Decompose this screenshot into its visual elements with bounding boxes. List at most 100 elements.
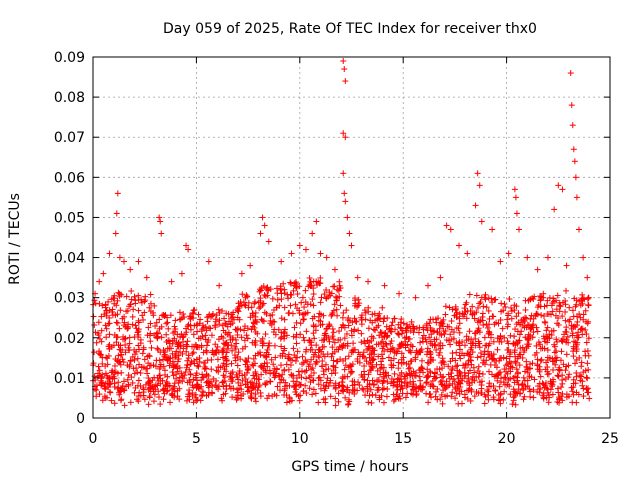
data-point xyxy=(559,338,566,345)
data-point xyxy=(96,300,103,307)
data-point xyxy=(583,374,590,381)
data-point-outlier xyxy=(544,254,551,261)
data-point xyxy=(508,304,515,311)
data-point xyxy=(109,367,116,374)
data-point xyxy=(112,356,119,363)
data-point xyxy=(323,286,330,293)
data-point xyxy=(521,393,528,400)
data-point xyxy=(303,375,310,382)
data-point xyxy=(106,314,113,321)
data-point xyxy=(578,373,585,380)
data-point xyxy=(268,356,275,363)
data-point xyxy=(332,402,339,409)
data-point xyxy=(227,373,234,380)
data-point xyxy=(438,391,445,398)
data-point xyxy=(106,331,113,338)
data-point-outlier xyxy=(317,250,324,257)
data-point xyxy=(195,311,202,318)
data-point xyxy=(230,385,237,392)
data-point xyxy=(159,377,166,384)
data-point xyxy=(337,302,344,309)
data-point-outlier xyxy=(513,210,520,217)
y-tick-label: 0.06 xyxy=(54,170,85,186)
y-tick-label: 0.05 xyxy=(54,210,85,226)
data-point xyxy=(121,313,128,320)
data-point xyxy=(469,376,476,383)
data-point xyxy=(131,389,138,396)
data-point xyxy=(331,283,338,290)
data-point-outlier xyxy=(127,266,134,273)
data-point xyxy=(426,320,433,327)
data-point xyxy=(180,333,187,340)
data-point xyxy=(165,325,172,332)
data-point xyxy=(131,356,138,363)
data-point xyxy=(344,343,351,350)
data-point-outlier xyxy=(113,210,120,217)
data-point xyxy=(547,386,554,393)
data-point xyxy=(369,391,376,398)
data-point xyxy=(512,401,519,408)
x-tick-label: 25 xyxy=(601,431,619,447)
data-point xyxy=(163,331,170,338)
data-point xyxy=(208,366,215,373)
data-point xyxy=(494,346,501,353)
data-point xyxy=(425,373,432,380)
data-point xyxy=(540,313,547,320)
data-point xyxy=(570,345,577,352)
data-point xyxy=(384,385,391,392)
data-point xyxy=(511,333,518,340)
data-point xyxy=(372,392,379,399)
data-point xyxy=(301,304,308,311)
data-point xyxy=(287,279,294,286)
data-point xyxy=(176,309,183,316)
data-point xyxy=(310,386,317,393)
data-point xyxy=(310,377,317,384)
data-point xyxy=(170,372,177,379)
data-point xyxy=(244,325,251,332)
data-point xyxy=(291,324,298,331)
data-point xyxy=(490,351,497,358)
data-point-outlier xyxy=(464,250,471,257)
data-point xyxy=(520,374,527,381)
data-point xyxy=(483,357,490,364)
data-point xyxy=(451,378,458,385)
data-point xyxy=(409,391,416,398)
data-point xyxy=(377,329,384,336)
data-point xyxy=(111,400,118,407)
data-point-outlier xyxy=(489,226,496,233)
data-point xyxy=(573,356,580,363)
data-point xyxy=(350,340,357,347)
y-tick-label: 0.07 xyxy=(54,130,85,146)
data-point xyxy=(141,396,148,403)
data-point xyxy=(320,371,327,378)
data-point xyxy=(154,345,161,352)
data-point-outlier xyxy=(365,278,372,285)
data-point xyxy=(135,307,142,314)
data-point xyxy=(562,367,569,374)
data-point xyxy=(256,305,263,312)
data-point xyxy=(114,320,121,327)
data-point xyxy=(533,342,540,349)
data-point xyxy=(544,324,551,331)
data-point xyxy=(190,331,197,338)
data-point xyxy=(352,318,359,325)
data-point xyxy=(220,360,227,367)
data-point xyxy=(428,394,435,401)
data-point-outlier xyxy=(425,282,432,289)
data-point xyxy=(203,349,210,356)
data-point-outlier xyxy=(472,202,479,209)
data-point xyxy=(122,349,129,356)
data-point xyxy=(442,303,449,310)
data-point xyxy=(160,356,167,363)
data-point xyxy=(417,377,424,384)
data-point-outlier xyxy=(178,270,185,277)
data-point-outlier xyxy=(580,254,587,261)
data-point xyxy=(417,339,424,346)
data-point xyxy=(384,378,391,385)
data-point xyxy=(358,339,365,346)
data-point-outlier xyxy=(331,266,338,273)
data-point xyxy=(522,297,529,304)
data-point xyxy=(264,346,271,353)
data-point-outlier xyxy=(396,290,403,297)
